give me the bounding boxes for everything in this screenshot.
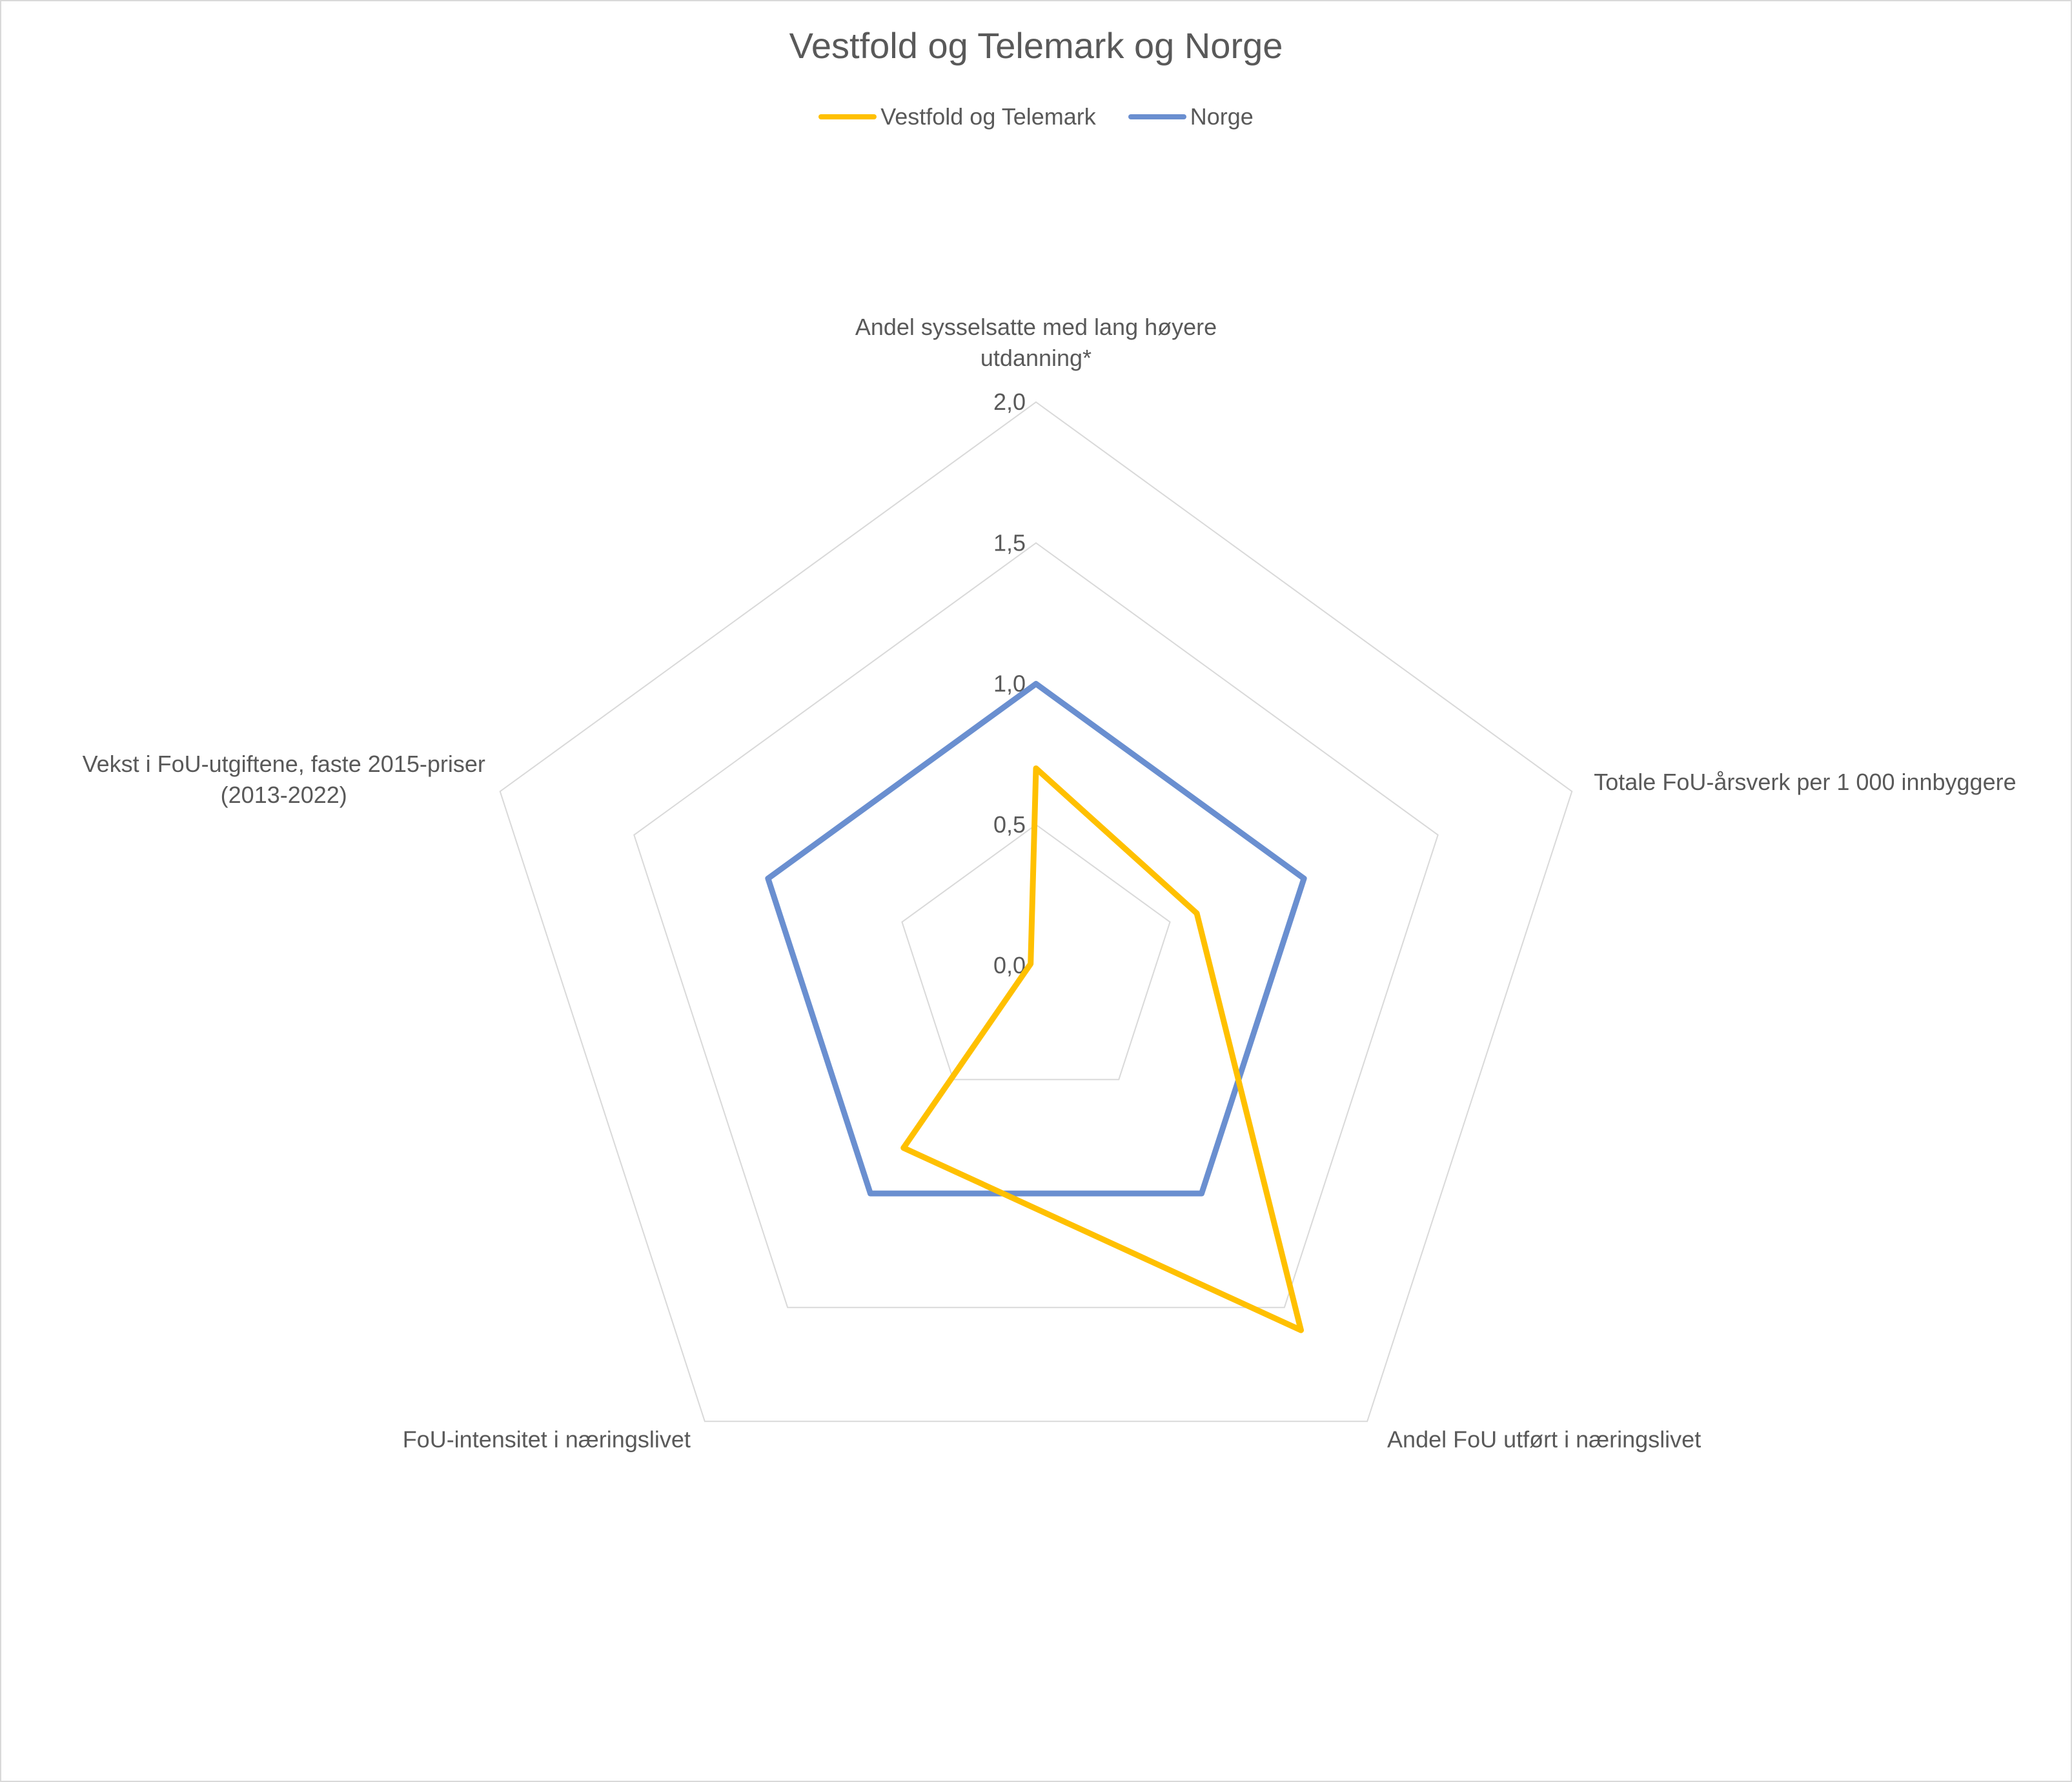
grid-ring-3 (633, 542, 1439, 1308)
legend-item-norge: Norge (1128, 103, 1254, 130)
data-point-vestfold-3 (902, 1147, 904, 1149)
chart-legend: Vestfold og Telemark Norge (0, 103, 2072, 130)
data-point-vestfold-2 (1300, 1330, 1302, 1331)
category-label-4-1: (2013-2022) (221, 782, 347, 808)
grid-ring-4 (499, 401, 1573, 1423)
data-point-norge-2 (1201, 1193, 1203, 1195)
data-point-vestfold-0 (1035, 767, 1037, 769)
series-line-norge (765, 681, 1307, 1197)
category-label-3-0: FoU-intensitet i næringslivet (403, 1426, 691, 1452)
legend-swatch-vestfold (818, 114, 877, 119)
category-label-0-1: utdanning* (980, 345, 1092, 371)
category-label-1-0: Totale FoU-årsverk per 1 000 innbyggere (1594, 769, 2016, 795)
category-label-2-0: Andel FoU utført i næringslivet (1387, 1426, 1701, 1452)
series-line-vestfold (900, 765, 1305, 1333)
legend-item-vestfold: Vestfold og Telemark (818, 103, 1096, 130)
data-point-norge-4 (767, 878, 769, 880)
legend-label-vestfold: Vestfold og Telemark (880, 103, 1096, 130)
category-label-4-0: Vekst i FoU-utgiftene, faste 2015-priser (83, 751, 485, 777)
tick-label-3: 1,5 (993, 529, 1026, 556)
data-point-norge-1 (1303, 878, 1305, 880)
data-point-norge-0 (1035, 683, 1037, 685)
data-point-vestfold-1 (1196, 913, 1198, 915)
grid-ring-1 (901, 824, 1171, 1080)
tick-label-4: 2,0 (993, 389, 1026, 415)
data-point-norge-3 (869, 1193, 871, 1195)
category-label-0-0: Andel sysselsatte med lang høyere (855, 314, 1217, 340)
legend-label-norge: Norge (1190, 103, 1254, 130)
legend-swatch-norge (1128, 114, 1186, 119)
tick-label-1: 0,5 (993, 811, 1026, 838)
data-point-vestfold-4 (1030, 963, 1031, 965)
chart-title: Vestfold og Telemark og Norge (789, 25, 1283, 66)
